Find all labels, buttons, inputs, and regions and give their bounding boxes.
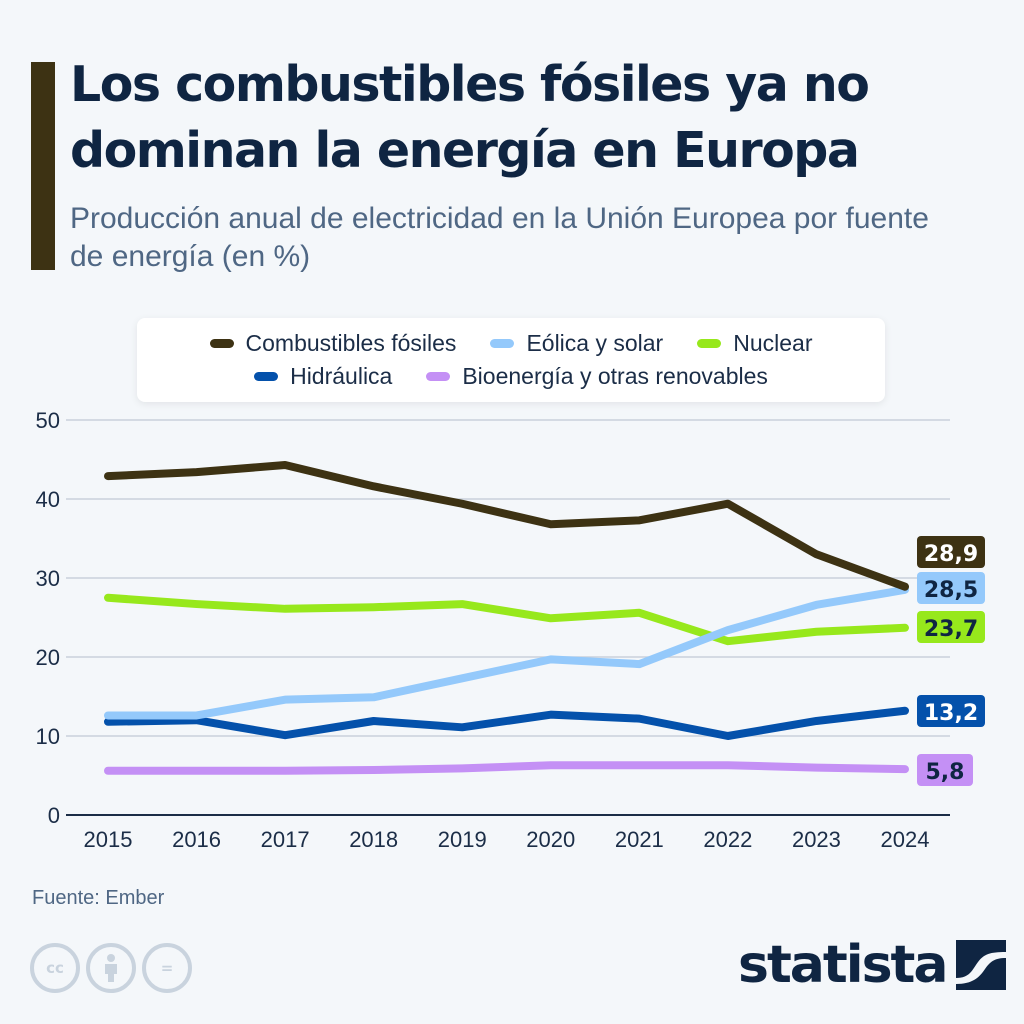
legend: Combustibles fósiles Eólica y solar Nucl… <box>137 318 885 402</box>
cc-icon: cc <box>30 943 80 993</box>
series-line-hidr-ulica <box>104 706 909 740</box>
x-tick-label: 2023 <box>792 827 841 852</box>
x-tick-label: 2015 <box>84 827 133 852</box>
end-label-box <box>917 754 973 786</box>
legend-item-hydro: Hidráulica <box>254 363 392 390</box>
y-tick-label: 10 <box>36 724 60 749</box>
legend-label: Combustibles fósiles <box>245 330 457 356</box>
legend-swatch <box>254 372 279 381</box>
chart-title: Los combustibles fósiles ya no dominan l… <box>70 56 870 179</box>
end-label-box <box>917 536 985 568</box>
end-label-box <box>917 611 985 643</box>
end-value-label: 28,9 <box>924 542 978 567</box>
x-tick-label: 2019 <box>438 827 487 852</box>
end-value-label: 13,2 <box>924 701 978 726</box>
no-derivatives-icon: = <box>142 943 192 993</box>
end-value-label: 5,8 <box>926 760 965 785</box>
legend-label: Nuclear <box>733 330 813 356</box>
legend-swatch <box>697 339 722 348</box>
x-tick-label: 2017 <box>261 827 310 852</box>
y-tick-label: 20 <box>36 645 60 670</box>
legend-swatch <box>426 372 451 381</box>
x-tick-label: 2020 <box>526 827 575 852</box>
y-tick-label: 0 <box>48 803 60 828</box>
series-line-combustibles-f-siles <box>104 461 909 591</box>
x-tick-label: 2021 <box>615 827 664 852</box>
y-tick-label: 30 <box>36 566 60 591</box>
end-label-box <box>917 695 985 727</box>
end-value-label: 23,7 <box>924 617 978 642</box>
legend-swatch <box>209 339 234 348</box>
y-tick-label: 50 <box>36 408 60 433</box>
statista-logo: statista <box>738 935 1007 995</box>
statista-mark-icon <box>956 940 1007 990</box>
series-line-bioenerg-a-y-otras-renovables <box>104 761 909 775</box>
legend-label: Hidráulica <box>290 363 393 389</box>
y-tick-label: 40 <box>36 487 60 512</box>
legend-item-bioenergy: Bioenergía y otras renovables <box>426 363 768 390</box>
legend-label: Bioenergía y otras renovables <box>462 363 768 389</box>
line-chart: 0 10 20 30 40 50 2015 2016 2017 2018 2019 2020 2021 2… <box>36 408 985 852</box>
series-line-nuclear <box>104 593 909 646</box>
legend-label: Eólica y solar <box>526 330 664 356</box>
attribution-icon <box>86 943 136 993</box>
series-line-e-lica-y-solar <box>104 585 909 720</box>
chart-subtitle: Producción anual de electricidad en la U… <box>70 202 929 273</box>
x-tick-label: 2016 <box>172 827 221 852</box>
source-note: Fuente: Ember <box>32 887 165 909</box>
legend-item-fossil: Combustibles fósiles <box>209 330 457 357</box>
x-tick-label: 2018 <box>349 827 398 852</box>
end-value-label: 28,5 <box>924 578 978 603</box>
brand-name: statista <box>738 935 948 995</box>
license-icons: cc = <box>30 943 192 993</box>
title-accent-bar <box>31 62 55 270</box>
legend-item-nuclear: Nuclear <box>697 330 812 357</box>
x-tick-label: 2022 <box>703 827 752 852</box>
legend-swatch <box>490 339 515 348</box>
end-label-box <box>917 572 985 604</box>
x-tick-label: 2024 <box>881 827 930 852</box>
legend-item-wind-solar: Eólica y solar <box>490 330 663 357</box>
